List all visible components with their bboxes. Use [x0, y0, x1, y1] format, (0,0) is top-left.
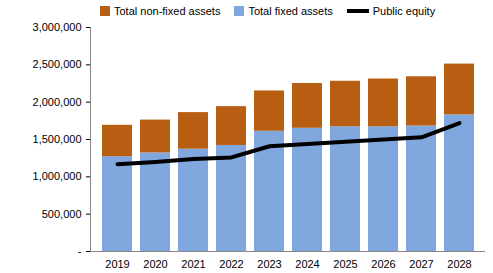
- svg-text:2020: 2020: [143, 258, 167, 270]
- svg-text:2028: 2028: [447, 258, 471, 270]
- svg-text:2024: 2024: [295, 258, 319, 270]
- svg-text:2019: 2019: [105, 258, 129, 270]
- html-text:Total fixed assets: Total fixed assets: [248, 5, 333, 17]
- svg-text:1,000,000: 1,000,000: [33, 170, 82, 182]
- svg-text:2023: 2023: [257, 258, 281, 270]
- svg-text:2021: 2021: [181, 258, 205, 270]
- svg-text:500,000: 500,000: [42, 208, 82, 220]
- svg-text:2027: 2027: [409, 258, 433, 270]
- html-text:Total non-fixed assets: Total non-fixed assets: [114, 5, 221, 17]
- svg-text:1,500,000: 1,500,000: [33, 133, 82, 145]
- svg-text:2,000,000: 2,000,000: [33, 96, 82, 108]
- svg-text:2026: 2026: [371, 258, 395, 270]
- html-text:Public equity: Public equity: [372, 5, 436, 17]
- svg-text:2025: 2025: [333, 258, 357, 270]
- svg-text:2,500,000: 2,500,000: [33, 58, 82, 70]
- svg-text:-: -: [78, 245, 82, 257]
- svg-text:2022: 2022: [219, 258, 243, 270]
- svg-text:3,000,000: 3,000,000: [33, 21, 82, 33]
